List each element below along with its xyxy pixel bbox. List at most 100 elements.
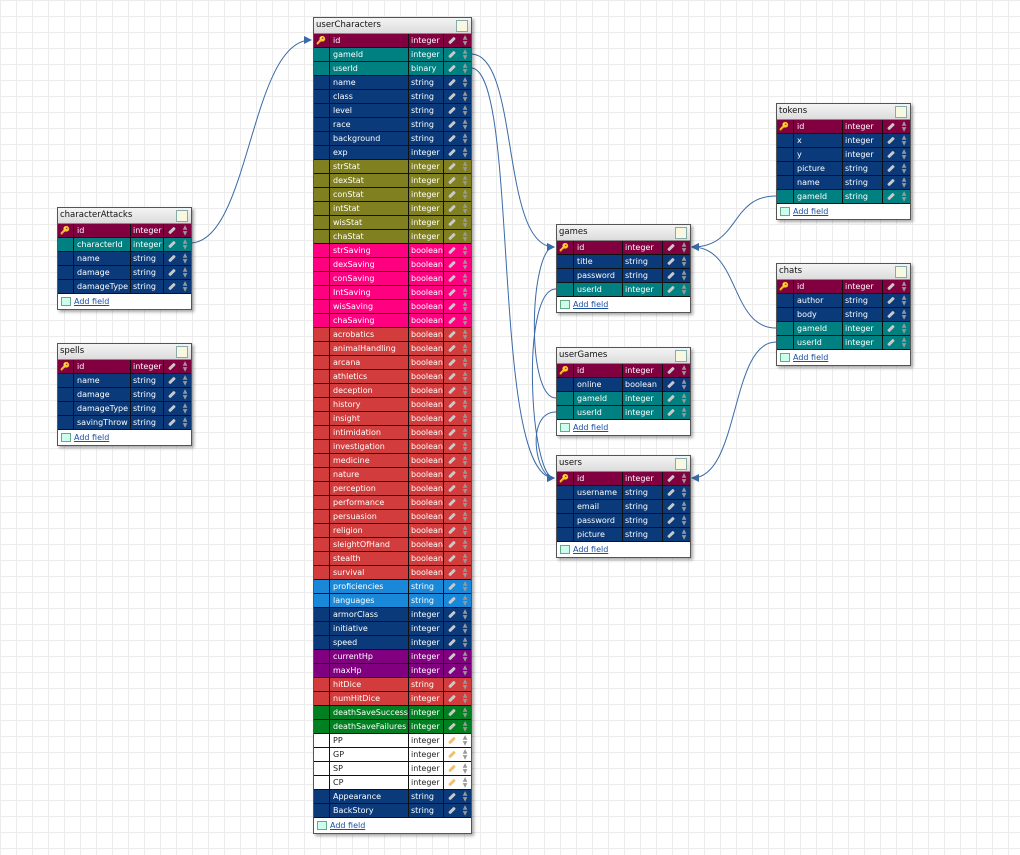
edit-field-icon[interactable]: [167, 390, 176, 399]
field-row[interactable]: languages string ▲ ▼: [314, 594, 471, 608]
field-row[interactable]: userId integer ▲ ▼: [777, 336, 910, 350]
reorder-icon[interactable]: ▲ ▼: [462, 132, 468, 145]
edit-field-icon[interactable]: [447, 526, 456, 535]
reorder-icon[interactable]: ▲ ▼: [462, 314, 468, 327]
reorder-icon[interactable]: ▲ ▼: [681, 500, 687, 513]
edit-field-icon[interactable]: [447, 610, 456, 619]
edit-field-icon[interactable]: [666, 530, 675, 539]
reorder-icon[interactable]: ▲ ▼: [681, 528, 687, 541]
add-field-link[interactable]: Add field: [573, 300, 609, 309]
field-row[interactable]: gameId integer ▲ ▼: [777, 322, 910, 336]
edit-field-icon[interactable]: [447, 414, 456, 423]
reorder-icon[interactable]: ▲ ▼: [681, 392, 687, 405]
reorder-icon[interactable]: ▲ ▼: [901, 308, 907, 321]
reorder-icon[interactable]: ▲ ▼: [681, 283, 687, 296]
reorder-icon[interactable]: ▲ ▼: [462, 258, 468, 271]
add-field-icon[interactable]: [61, 433, 71, 442]
reorder-icon[interactable]: ▲ ▼: [462, 804, 468, 817]
field-row[interactable]: title string ▲ ▼: [557, 255, 690, 269]
reorder-icon[interactable]: ▲ ▼: [462, 636, 468, 649]
edit-field-icon[interactable]: [666, 366, 675, 375]
field-row[interactable]: userId integer ▲ ▼: [557, 283, 690, 297]
field-row[interactable]: picture string ▲ ▼: [557, 528, 690, 542]
edit-field-icon[interactable]: [447, 484, 456, 493]
edit-field-icon[interactable]: [447, 582, 456, 591]
edit-field-icon[interactable]: [447, 78, 456, 87]
table-header[interactable]: users: [557, 456, 690, 472]
edit-field-icon[interactable]: [886, 296, 895, 305]
edit-field-icon[interactable]: [447, 344, 456, 353]
reorder-icon[interactable]: ▲ ▼: [901, 162, 907, 175]
field-row[interactable]: 🔑 id integer ▲ ▼: [777, 280, 910, 294]
reorder-icon[interactable]: ▲ ▼: [681, 255, 687, 268]
field-row[interactable]: deception boolean ▲ ▼: [314, 384, 471, 398]
field-row[interactable]: survival boolean ▲ ▼: [314, 566, 471, 580]
field-row[interactable]: name string ▲ ▼: [58, 374, 191, 388]
field-row[interactable]: userId binary ▲ ▼: [314, 62, 471, 76]
table-tokens[interactable]: tokens 🔑 id integer ▲ ▼ x integer ▲ ▼ y integer ▲ ▼ pi…: [776, 103, 911, 220]
edit-field-icon[interactable]: [447, 50, 456, 59]
edit-field-icon[interactable]: [447, 386, 456, 395]
edit-field-icon[interactable]: [447, 204, 456, 213]
edit-field-icon[interactable]: [167, 362, 176, 371]
edit-field-icon[interactable]: [447, 302, 456, 311]
field-row[interactable]: performance boolean ▲ ▼: [314, 496, 471, 510]
field-row[interactable]: PP integer ▲ ▼: [314, 734, 471, 748]
reorder-icon[interactable]: ▲ ▼: [462, 356, 468, 369]
field-row[interactable]: password string ▲ ▼: [557, 269, 690, 283]
reorder-icon[interactable]: ▲ ▼: [681, 472, 687, 485]
edit-field-icon[interactable]: [447, 64, 456, 73]
edit-field-icon[interactable]: [447, 680, 456, 689]
table-spells[interactable]: spells 🔑 id integer ▲ ▼ name string ▲ ▼ damage stri…: [57, 343, 192, 446]
field-row[interactable]: level string ▲ ▼: [314, 104, 471, 118]
table-userGames[interactable]: userGames 🔑 id integer ▲ ▼ online boolean ▲ ▼ game…: [556, 347, 691, 436]
reorder-icon[interactable]: ▲ ▼: [462, 412, 468, 425]
field-row[interactable]: nature boolean ▲ ▼: [314, 468, 471, 482]
edit-field-icon[interactable]: [886, 178, 895, 187]
field-row[interactable]: name string ▲ ▼: [777, 176, 910, 190]
edit-field-icon[interactable]: [447, 148, 456, 157]
edit-table-icon[interactable]: [456, 20, 468, 32]
edit-field-icon[interactable]: [447, 330, 456, 339]
table-header[interactable]: userGames: [557, 348, 690, 364]
reorder-icon[interactable]: ▲ ▼: [182, 360, 188, 373]
field-row[interactable]: damageType string ▲ ▼: [58, 280, 191, 294]
reorder-icon[interactable]: ▲ ▼: [462, 594, 468, 607]
table-header[interactable]: spells: [58, 344, 191, 360]
reorder-icon[interactable]: ▲ ▼: [901, 322, 907, 335]
field-row[interactable]: wisSaving boolean ▲ ▼: [314, 300, 471, 314]
reorder-icon[interactable]: ▲ ▼: [462, 160, 468, 173]
reorder-icon[interactable]: ▲ ▼: [462, 468, 468, 481]
field-row[interactable]: perception boolean ▲ ▼: [314, 482, 471, 496]
reorder-icon[interactable]: ▲ ▼: [462, 104, 468, 117]
add-field-icon[interactable]: [560, 545, 570, 554]
edit-field-icon[interactable]: [447, 232, 456, 241]
edit-field-icon[interactable]: [447, 666, 456, 675]
field-row[interactable]: wisStat integer ▲ ▼: [314, 216, 471, 230]
field-row[interactable]: IntSaving boolean ▲ ▼: [314, 286, 471, 300]
edit-table-icon[interactable]: [675, 350, 687, 362]
reorder-icon[interactable]: ▲ ▼: [462, 454, 468, 467]
field-row[interactable]: initiative integer ▲ ▼: [314, 622, 471, 636]
field-row[interactable]: x integer ▲ ▼: [777, 134, 910, 148]
edit-field-icon[interactable]: [447, 120, 456, 129]
field-row[interactable]: characterId integer ▲ ▼: [58, 238, 191, 252]
edit-field-icon[interactable]: [447, 792, 456, 801]
field-row[interactable]: 🔑 id integer ▲ ▼: [557, 472, 690, 486]
field-row[interactable]: gameId integer ▲ ▼: [314, 48, 471, 62]
edit-field-icon[interactable]: [447, 358, 456, 367]
edit-field-icon[interactable]: [447, 736, 456, 745]
reorder-icon[interactable]: ▲ ▼: [681, 406, 687, 419]
field-row[interactable]: CP integer ▲ ▼: [314, 776, 471, 790]
add-field-icon[interactable]: [780, 207, 790, 216]
field-row[interactable]: 🔑 id integer ▲ ▼: [777, 120, 910, 134]
reorder-icon[interactable]: ▲ ▼: [681, 269, 687, 282]
reorder-icon[interactable]: ▲ ▼: [462, 216, 468, 229]
edit-field-icon[interactable]: [666, 271, 675, 280]
reorder-icon[interactable]: ▲ ▼: [182, 374, 188, 387]
edit-field-icon[interactable]: [447, 372, 456, 381]
reorder-icon[interactable]: ▲ ▼: [462, 748, 468, 761]
reorder-icon[interactable]: ▲ ▼: [182, 266, 188, 279]
field-row[interactable]: gameId string ▲ ▼: [777, 190, 910, 204]
reorder-icon[interactable]: ▲ ▼: [462, 692, 468, 705]
